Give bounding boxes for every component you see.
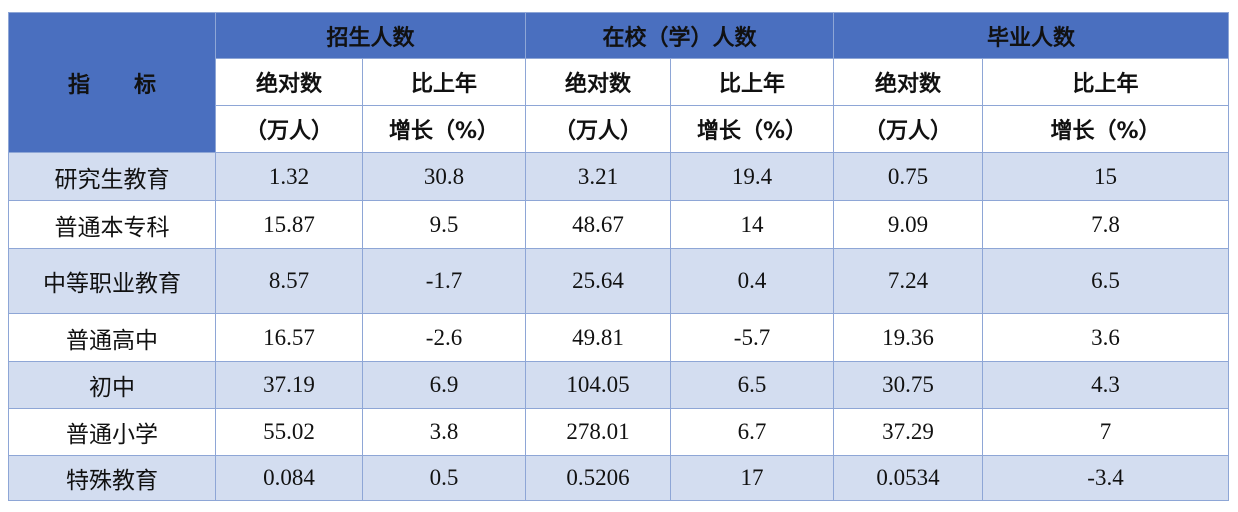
row-label: 中等职业教育: [8, 248, 216, 314]
data-cell: 19.36: [833, 313, 983, 362]
header-row: 指 标招生人数 在校（学）人数 毕业人数: [8, 12, 1229, 153]
data-cell: 9.09: [833, 200, 983, 249]
data-cell: 0.5: [362, 455, 526, 501]
data-cell: 1.32: [215, 152, 363, 201]
data-cell: 7.24: [833, 248, 983, 314]
data-cell: 9.5: [362, 200, 526, 249]
data-cell: 37.29: [833, 408, 983, 456]
data-cell: 14: [670, 200, 834, 249]
group-header: 招生人数: [215, 12, 526, 59]
sub-header: 比上年: [362, 58, 526, 106]
data-cell: 0.0534: [833, 455, 983, 501]
data-cell: -3.4: [982, 455, 1229, 501]
data-cell: 6.7: [670, 408, 834, 456]
unit-header: 增长（%）: [362, 105, 526, 153]
data-cell: 30.75: [833, 361, 983, 409]
data-cell: 8.57: [215, 248, 363, 314]
sub-header: 绝对数: [215, 58, 363, 106]
data-cell: 48.67: [525, 200, 671, 249]
unit-header: （万人）: [833, 105, 983, 153]
data-cell: 17: [670, 455, 834, 501]
row-label: 普通高中: [8, 313, 216, 362]
data-cell: -5.7: [670, 313, 834, 362]
sub-header: 绝对数: [525, 58, 671, 106]
data-cell: 49.81: [525, 313, 671, 362]
data-cell: 30.8: [362, 152, 526, 201]
group-header: 毕业人数: [833, 12, 1229, 59]
sub-header: 比上年: [670, 58, 834, 106]
unit-header: 增长（%）: [982, 105, 1229, 153]
data-cell: -2.6: [362, 313, 526, 362]
data-cell: 55.02: [215, 408, 363, 456]
data-cell: 3.6: [982, 313, 1229, 362]
row-label: 特殊教育: [8, 455, 216, 501]
row-label: 初中: [8, 361, 216, 409]
data-row: 研究生教育 1.32 30.8 3.21 19.4 0.75 15: [8, 152, 1229, 201]
data-row: 普通高中 16.57 -2.6 49.81 -5.7 19.36 3.6: [8, 313, 1229, 362]
data-row: 普通本专科 15.87 9.5 48.67 14 9.09 7.8: [8, 200, 1229, 249]
data-row: 特殊教育 0.084 0.5 0.5206 17 0.0534 -3.4: [8, 455, 1229, 501]
stub-header: 指 标: [8, 12, 216, 153]
data-cell: 15: [982, 152, 1229, 201]
data-row: 中等职业教育 8.57 -1.7 25.64 0.4 7.24 6.5: [8, 248, 1229, 314]
data-cell: 37.19: [215, 361, 363, 409]
sub-header: 绝对数: [833, 58, 983, 106]
data-cell: 0.5206: [525, 455, 671, 501]
data-row: 普通小学 55.02 3.8 278.01 6.7 37.29 7: [8, 408, 1229, 456]
row-label: 普通本专科: [8, 200, 216, 249]
data-cell: 3.8: [362, 408, 526, 456]
data-cell: 278.01: [525, 408, 671, 456]
group-header: 在校（学）人数: [525, 12, 834, 59]
data-cell: 104.05: [525, 361, 671, 409]
data-cell: 7: [982, 408, 1229, 456]
row-label: 研究生教育: [8, 152, 216, 201]
table-container: 指 标招生人数 在校（学）人数 毕业人数 绝对数 比上年 绝对数 比上年 绝对数 比上年 （万人）…: [8, 12, 1229, 501]
header-row: 绝对数 比上年 绝对数 比上年 绝对数 比上年: [9, 58, 1229, 106]
statistics-table: 指 标招生人数 在校（学）人数 毕业人数 绝对数 比上年 绝对数 比上年 绝对数 比上年 （万人）…: [8, 12, 1229, 501]
data-cell: -1.7: [362, 248, 526, 314]
sub-header: 比上年: [982, 58, 1229, 106]
header-row: （万人） 增长（%） （万人） 增长（%） （万人） 增长（%）: [9, 105, 1229, 153]
unit-header: 增长（%）: [670, 105, 834, 153]
data-cell: 3.21: [525, 152, 671, 201]
data-cell: 0.75: [833, 152, 983, 201]
data-cell: 6.9: [362, 361, 526, 409]
unit-header: （万人）: [215, 105, 363, 153]
data-cell: 6.5: [982, 248, 1229, 314]
data-cell: 4.3: [982, 361, 1229, 409]
row-label: 普通小学: [8, 408, 216, 456]
data-cell: 15.87: [215, 200, 363, 249]
unit-header: （万人）: [525, 105, 671, 153]
data-cell: 25.64: [525, 248, 671, 314]
data-cell: 7.8: [982, 200, 1229, 249]
data-cell: 0.084: [215, 455, 363, 501]
data-cell: 19.4: [670, 152, 834, 201]
data-cell: 16.57: [215, 313, 363, 362]
data-row: 初中 37.19 6.9 104.05 6.5 30.75 4.3: [8, 361, 1229, 409]
data-cell: 6.5: [670, 361, 834, 409]
data-cell: 0.4: [670, 248, 834, 314]
